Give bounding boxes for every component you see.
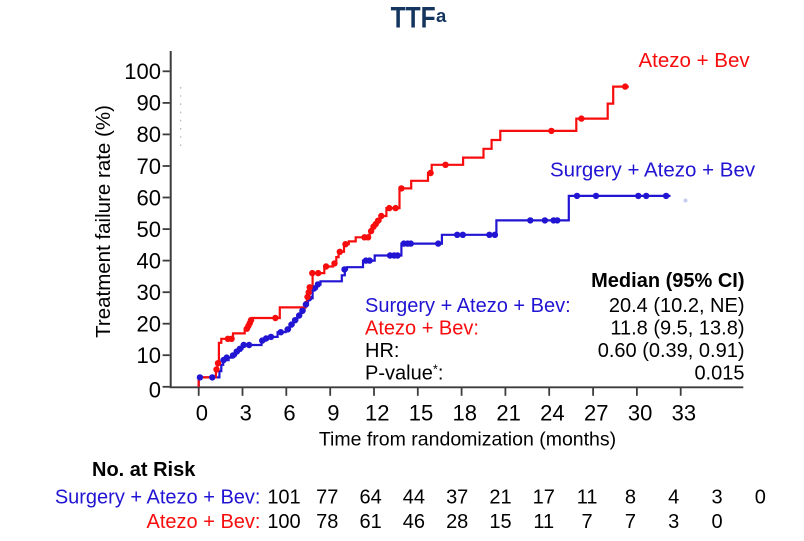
svg-text:7: 7: [625, 511, 636, 533]
svg-text:Median (95% CI): Median (95% CI): [591, 270, 744, 292]
svg-text:18: 18: [453, 401, 477, 426]
svg-text:77: 77: [316, 487, 338, 509]
svg-text:100: 100: [267, 511, 300, 533]
svg-text:a: a: [436, 5, 447, 26]
svg-text:11: 11: [533, 511, 554, 533]
svg-text:9: 9: [327, 401, 339, 426]
svg-text:11.8 (9.5, 13.8): 11.8 (9.5, 13.8): [610, 318, 744, 340]
svg-text:6: 6: [283, 401, 295, 426]
svg-text:78: 78: [316, 511, 338, 533]
svg-text:0: 0: [755, 487, 766, 509]
svg-text:50: 50: [137, 217, 161, 242]
svg-text:0: 0: [196, 401, 208, 426]
svg-text:100: 100: [124, 59, 161, 84]
svg-text:3: 3: [668, 511, 679, 533]
svg-text:30: 30: [628, 401, 652, 426]
svg-text:46: 46: [403, 511, 425, 533]
svg-text:4: 4: [668, 487, 679, 509]
svg-text:8: 8: [625, 487, 636, 509]
svg-text:Time from randomization (month: Time from randomization (months): [319, 429, 616, 451]
svg-text:80: 80: [137, 122, 161, 147]
svg-text:60: 60: [137, 185, 161, 210]
svg-text:17: 17: [533, 487, 555, 509]
svg-text:Atezo + Bev: Atezo + Bev: [639, 49, 751, 72]
svg-text:TTF: TTF: [391, 2, 436, 35]
svg-text:11: 11: [577, 487, 598, 509]
svg-text:10: 10: [137, 343, 161, 368]
svg-text:Surgery + Atezo + Bev: Surgery + Atezo + Bev: [550, 159, 756, 182]
svg-text:3: 3: [240, 401, 252, 426]
svg-text:0: 0: [711, 511, 722, 533]
svg-text:12: 12: [365, 401, 389, 426]
svg-text:27: 27: [584, 401, 608, 426]
svg-text:0.60 (0.39, 0.91): 0.60 (0.39, 0.91): [598, 340, 745, 362]
svg-text:Atezo + Bev:: Atezo + Bev:: [365, 318, 479, 340]
svg-text:20.4 (10.2, NE): 20.4 (10.2, NE): [609, 295, 745, 317]
svg-text:33: 33: [672, 401, 696, 426]
svg-text:40: 40: [137, 248, 161, 273]
svg-text:64: 64: [359, 487, 381, 509]
svg-text:20: 20: [137, 312, 161, 337]
svg-text:Surgery + Atezo + Bev:: Surgery + Atezo + Bev:: [55, 487, 261, 509]
svg-text:21: 21: [489, 487, 511, 509]
svg-text:61: 61: [359, 511, 381, 533]
svg-text:30: 30: [137, 280, 161, 305]
svg-text:15: 15: [409, 401, 433, 426]
svg-text:HR:: HR:: [365, 340, 399, 362]
svg-text:Treatment failure rate (%): Treatment failure rate (%): [92, 105, 115, 338]
svg-text:Surgery + Atezo + Bev:: Surgery + Atezo + Bev:: [365, 295, 571, 317]
svg-text:0: 0: [149, 377, 161, 402]
svg-text:3: 3: [711, 487, 722, 509]
svg-text:70: 70: [137, 154, 161, 179]
svg-text:0.015: 0.015: [694, 363, 744, 385]
svg-text:24: 24: [540, 401, 564, 426]
svg-text:No. at Risk: No. at Risk: [92, 459, 196, 481]
svg-text:21: 21: [496, 401, 520, 426]
svg-text:P-value*:: P-value*:: [365, 362, 443, 385]
svg-text:37: 37: [446, 487, 468, 509]
svg-text:101: 101: [267, 487, 300, 509]
svg-text:44: 44: [403, 487, 425, 509]
svg-text:28: 28: [446, 511, 468, 533]
svg-text:90: 90: [137, 91, 161, 116]
svg-text:15: 15: [489, 511, 511, 533]
svg-text:7: 7: [582, 511, 593, 533]
svg-text:Atezo + Bev:: Atezo + Bev:: [147, 511, 261, 533]
